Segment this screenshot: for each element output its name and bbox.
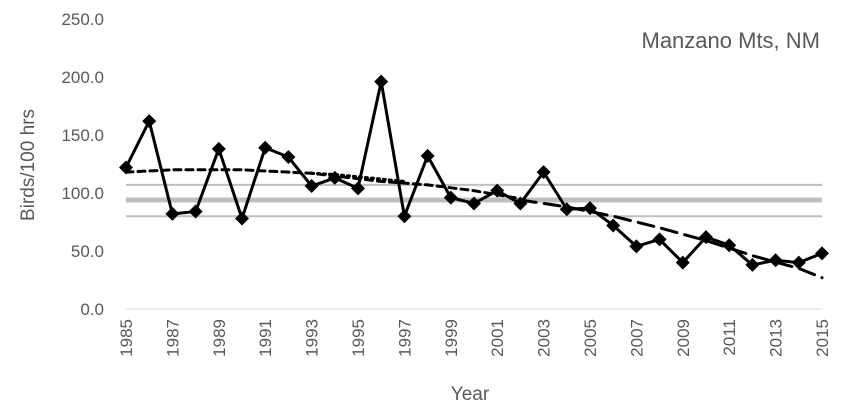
x-tick-label: 1989	[210, 319, 229, 357]
x-tick-label: 1985	[117, 319, 136, 357]
y-tick-label: 50.0	[71, 242, 104, 261]
y-tick-label: 250.0	[61, 10, 104, 29]
y-tick-label: 100.0	[61, 184, 104, 203]
y-axis-title: Birds/100 hrs	[18, 109, 39, 221]
data-point-1997	[397, 209, 411, 223]
data-point-1995	[351, 181, 365, 195]
data-point-1991	[258, 141, 272, 155]
x-tick-label: 2001	[488, 319, 507, 357]
y-tick-label: 0.0	[80, 300, 104, 319]
x-tick-label: 2003	[535, 319, 554, 357]
data-point-1986	[142, 114, 156, 128]
x-tick-label: 2005	[581, 319, 600, 357]
x-tick-label: 2007	[627, 319, 646, 357]
data-point-1998	[421, 149, 435, 163]
data-point-1996	[374, 75, 388, 89]
x-tick-label: 1995	[349, 319, 368, 357]
x-tick-labels: 1985 1987 1989 1991 1993 1995 1997 1999 2001 2003…	[117, 319, 832, 357]
series-line-observed	[126, 82, 822, 265]
x-tick-label: 2011	[720, 319, 739, 356]
data-point-1990	[235, 212, 249, 226]
x-tick-label: 2015	[813, 319, 832, 357]
data-point-1987	[165, 207, 179, 221]
x-tick-label: 1993	[303, 319, 322, 357]
y-tick-labels: 0.0 50.0 100.0 150.0 200.0 250.0	[61, 10, 104, 319]
chart-title: Manzano Mts, NM	[642, 28, 821, 53]
data-point-2013	[769, 253, 783, 267]
x-tick-label: 1991	[256, 319, 275, 357]
x-tick-label: 1987	[163, 319, 182, 357]
x-tick-label: 2013	[767, 319, 786, 357]
data-point-2004	[560, 202, 574, 216]
y-tick-label: 150.0	[61, 126, 104, 145]
data-point-2014	[792, 256, 806, 270]
data-point-2015	[815, 246, 829, 260]
data-point-1989	[212, 142, 226, 156]
x-tick-label: 2009	[674, 319, 693, 357]
data-point-1999	[444, 191, 458, 205]
x-tick-label: 1999	[442, 319, 461, 357]
x-axis-title: Year	[451, 384, 490, 405]
series-lines	[126, 82, 822, 265]
y-tick-label: 200.0	[61, 68, 104, 87]
x-tick-label: 1997	[395, 319, 414, 357]
